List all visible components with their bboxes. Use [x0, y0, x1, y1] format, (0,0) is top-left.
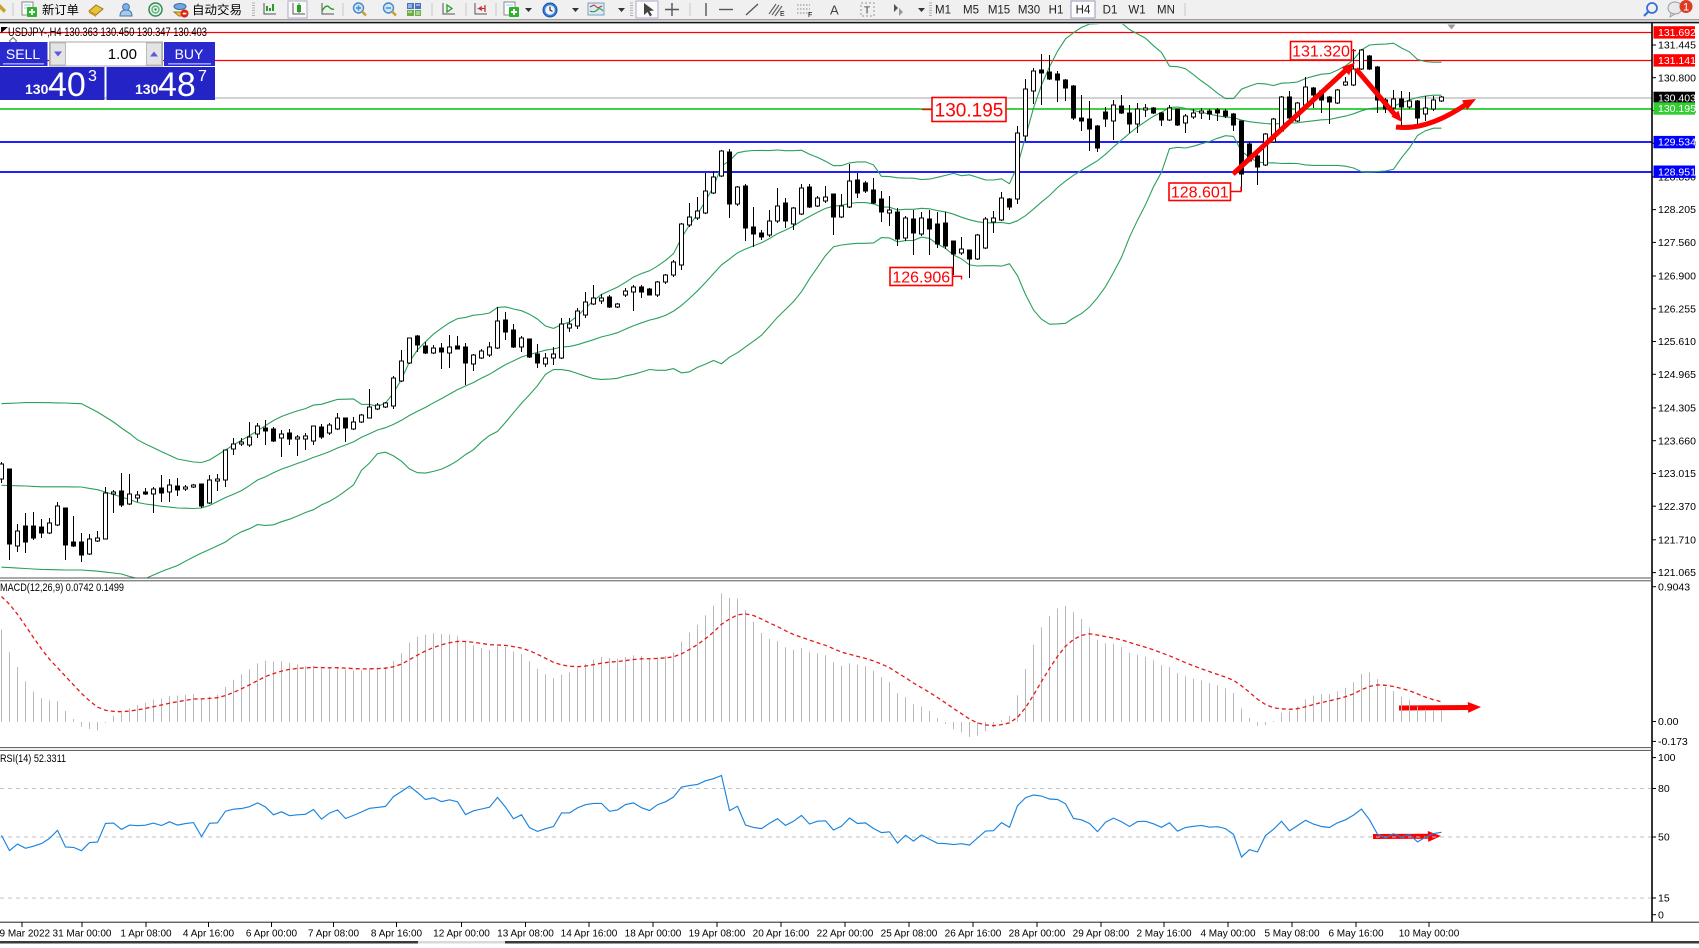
svg-text:RSI(14) 52.3311: RSI(14) 52.3311	[0, 753, 66, 765]
svg-text:7 Apr 08:00: 7 Apr 08:00	[308, 929, 360, 940]
svg-text:A: A	[830, 3, 839, 18]
svg-text:MN: MN	[1157, 5, 1175, 17]
svg-text:4 Apr 16:00: 4 Apr 16:00	[183, 929, 235, 940]
svg-text:BUY: BUY	[175, 46, 204, 62]
svg-text:10 May 00:00: 10 May 00:00	[1399, 929, 1460, 940]
svg-text:130.800: 130.800	[1658, 72, 1696, 84]
svg-text:19 Apr 08:00: 19 Apr 08:00	[689, 929, 746, 940]
svg-text:126.255: 126.255	[1658, 303, 1696, 315]
svg-text:6 Apr 00:00: 6 Apr 00:00	[246, 929, 298, 940]
svg-text:1.00: 1.00	[108, 46, 137, 63]
svg-text:130.195: 130.195	[935, 100, 1004, 121]
svg-text:131.692: 131.692	[1658, 27, 1696, 39]
svg-text:126.906: 126.906	[892, 269, 950, 286]
svg-text:123.015: 123.015	[1658, 468, 1696, 480]
svg-text:22 Apr 00:00: 22 Apr 00:00	[817, 929, 874, 940]
svg-text:T: T	[864, 6, 870, 17]
svg-text:8 Apr 16:00: 8 Apr 16:00	[371, 929, 423, 940]
svg-text:25 Apr 08:00: 25 Apr 08:00	[881, 929, 938, 940]
svg-text:7: 7	[198, 68, 207, 85]
svg-text:4 May 00:00: 4 May 00:00	[1200, 929, 1255, 940]
svg-text:3: 3	[88, 68, 97, 85]
svg-text:50: 50	[1658, 832, 1670, 844]
svg-text:MACD(12,26,9) 0.0742 0.1499: MACD(12,26,9) 0.0742 0.1499	[0, 582, 124, 594]
svg-text:131.141: 131.141	[1658, 55, 1696, 67]
svg-text:29 Apr 08:00: 29 Apr 08:00	[1073, 929, 1130, 940]
svg-text:新订单: 新订单	[42, 2, 79, 17]
svg-text:12 Apr 00:00: 12 Apr 00:00	[433, 929, 490, 940]
svg-text:W1: W1	[1128, 5, 1145, 17]
svg-text:18 Apr 00:00: 18 Apr 00:00	[625, 929, 682, 940]
svg-text:20 Apr 16:00: 20 Apr 16:00	[753, 929, 810, 940]
svg-text:F: F	[808, 12, 812, 19]
svg-text:130: 130	[25, 81, 49, 97]
svg-text:26 Apr 16:00: 26 Apr 16:00	[945, 929, 1002, 940]
svg-text:自动交易: 自动交易	[192, 2, 242, 17]
svg-text:31 Mar 00:00: 31 Mar 00:00	[53, 929, 112, 940]
svg-text:128.205: 128.205	[1658, 204, 1696, 216]
svg-text:124.305: 124.305	[1658, 403, 1696, 415]
svg-text:127.560: 127.560	[1658, 237, 1696, 249]
svg-text:0.9043: 0.9043	[1658, 581, 1690, 593]
svg-text:SELL: SELL	[6, 46, 40, 62]
svg-text:USDJPY-,H4 130.363 130.450 13: USDJPY-,H4 130.363 130.450 130.347 130.4…	[8, 27, 207, 39]
svg-text:130.195: 130.195	[1658, 103, 1696, 115]
svg-text:M15: M15	[988, 5, 1010, 17]
svg-text:H4: H4	[1076, 5, 1091, 17]
svg-text:E: E	[780, 11, 785, 18]
svg-text:29 Mar 2022: 29 Mar 2022	[0, 929, 51, 940]
svg-text:123.660: 123.660	[1658, 435, 1696, 447]
svg-text:M30: M30	[1018, 5, 1040, 17]
svg-text:H1: H1	[1049, 5, 1064, 17]
svg-text:6 May 16:00: 6 May 16:00	[1328, 929, 1383, 940]
svg-text:-0.173: -0.173	[1658, 736, 1688, 748]
svg-text:121.710: 121.710	[1658, 534, 1696, 546]
svg-text:2 May 16:00: 2 May 16:00	[1136, 929, 1191, 940]
svg-text:130.403: 130.403	[1658, 93, 1696, 105]
svg-text:15: 15	[1658, 893, 1670, 905]
svg-text:128.951: 128.951	[1658, 166, 1696, 178]
svg-text:129.534: 129.534	[1658, 137, 1696, 149]
svg-text:1 Apr 08:00: 1 Apr 08:00	[120, 929, 172, 940]
svg-text:0: 0	[1658, 909, 1664, 921]
svg-text:131.320: 131.320	[1292, 44, 1350, 61]
svg-text:M1: M1	[935, 5, 951, 17]
svg-text:5 May 08:00: 5 May 08:00	[1264, 929, 1319, 940]
svg-text:40: 40	[48, 66, 86, 104]
svg-text:M5: M5	[963, 5, 979, 17]
svg-text:122.370: 122.370	[1658, 501, 1696, 513]
svg-text:131.445: 131.445	[1658, 40, 1696, 52]
svg-text:125.610: 125.610	[1658, 336, 1696, 348]
svg-text:128.601: 128.601	[1171, 185, 1229, 202]
svg-text:100: 100	[1658, 752, 1676, 764]
svg-text:80: 80	[1658, 783, 1670, 795]
svg-text:121.065: 121.065	[1658, 567, 1696, 579]
svg-text:48: 48	[158, 66, 196, 104]
svg-text:130: 130	[135, 81, 159, 97]
svg-text:126.900: 126.900	[1658, 271, 1696, 283]
svg-text:13 Apr 08:00: 13 Apr 08:00	[497, 929, 554, 940]
svg-text:28 Apr 00:00: 28 Apr 00:00	[1009, 929, 1066, 940]
svg-text:D1: D1	[1103, 5, 1118, 17]
svg-text:14 Apr 16:00: 14 Apr 16:00	[561, 929, 618, 940]
svg-text:1: 1	[1683, 2, 1689, 14]
svg-text:124.965: 124.965	[1658, 369, 1696, 381]
svg-text:0.00: 0.00	[1658, 716, 1679, 728]
